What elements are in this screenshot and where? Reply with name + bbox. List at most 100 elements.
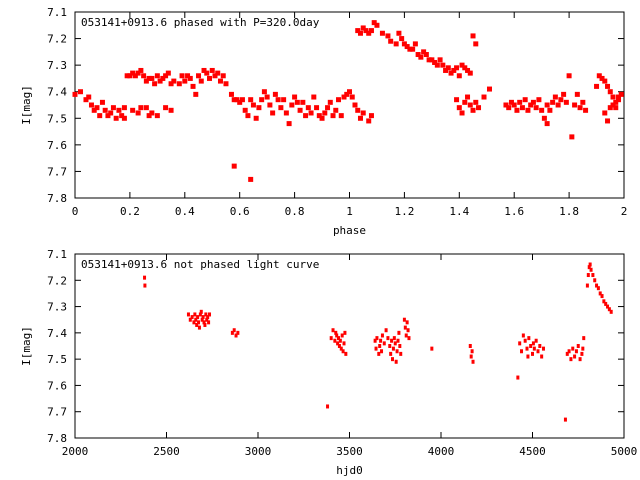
data-point (259, 97, 265, 103)
data-point (566, 73, 572, 79)
data-point (316, 113, 322, 119)
data-point (283, 110, 289, 116)
data-point (531, 351, 534, 356)
data-point (204, 70, 210, 76)
data-point (231, 163, 237, 169)
data-point (234, 97, 240, 103)
data-point (340, 333, 344, 338)
data-point (132, 73, 138, 79)
x-tick-label: 3000 (245, 445, 272, 458)
data-point (163, 73, 169, 79)
data-point (610, 102, 616, 108)
data-point (593, 278, 597, 283)
data-point (99, 99, 105, 105)
data-point (337, 344, 341, 348)
x-axis-label: phase (333, 224, 366, 237)
data-point (600, 294, 604, 299)
data-point (572, 102, 578, 108)
data-point (380, 333, 384, 338)
data-point (286, 121, 292, 127)
data-point (591, 273, 595, 278)
data-point (197, 320, 201, 325)
data-point (83, 97, 89, 103)
data-point (514, 107, 520, 113)
data-point (138, 67, 144, 73)
axis-ticks: 0 0.2 0.4 0.6 0.8 1 1.2 1.4 1.6 1.8 2 7.1 7.2 7.3 7.4 7… (47, 6, 627, 218)
data-point (176, 81, 182, 87)
data-point (526, 354, 530, 359)
data-point (440, 62, 446, 68)
data-point (234, 333, 238, 338)
data-point (190, 83, 196, 89)
data-point (567, 349, 571, 354)
data-point (223, 81, 229, 87)
data-point (333, 338, 337, 343)
y-tick-label: 7.5 (47, 353, 67, 366)
y-tick-label: 7.1 (47, 248, 67, 261)
data-point (267, 102, 273, 108)
data-point (525, 346, 529, 351)
data-point (529, 344, 533, 348)
data-point (341, 349, 345, 354)
phased-light-curve-panel: 0 0.2 0.4 0.6 0.8 1 1.2 1.4 1.6 1.8 2 7.1 7.2 7.3 7.4 7… (20, 6, 627, 237)
x-tick-label: 0.8 (285, 205, 305, 218)
data-point (454, 65, 460, 71)
data-point (319, 115, 325, 121)
data-point (585, 283, 589, 288)
data-point (349, 94, 355, 100)
data-point (396, 338, 400, 343)
data-point (385, 33, 391, 39)
data-point (360, 110, 366, 116)
data-point (476, 105, 482, 111)
data-point (270, 110, 276, 116)
data-point (330, 113, 336, 119)
axis-ticks: 2000 2500 3000 3500 4000 4500 5000 7.1 7.2 7.3 7.4… (47, 248, 637, 458)
y-tick-label: 7.8 (47, 432, 67, 445)
data-point (108, 110, 114, 116)
data-point (388, 38, 394, 44)
data-point (168, 107, 174, 113)
x-tick-label: 3500 (336, 445, 363, 458)
data-point (86, 94, 92, 100)
data-point (443, 67, 449, 73)
data-point (561, 91, 567, 97)
data-point (587, 265, 591, 270)
data-point (135, 110, 141, 116)
data-point (366, 30, 372, 36)
x-tick-label: 4500 (519, 445, 546, 458)
data-point (469, 354, 473, 359)
data-point (391, 357, 395, 362)
data-point (197, 325, 201, 330)
data-point (344, 91, 350, 97)
data-point (334, 330, 338, 335)
data-point (397, 330, 401, 335)
data-point (384, 328, 388, 333)
x-tick-label: 0.6 (230, 205, 250, 218)
data-point (525, 107, 531, 113)
data-point (574, 349, 578, 354)
data-point (586, 273, 590, 278)
data-point (196, 73, 202, 79)
data-point (135, 70, 141, 76)
data-point (113, 115, 119, 121)
data-point (154, 113, 160, 119)
data-point (188, 317, 192, 322)
data-point (186, 312, 190, 317)
data-point (198, 78, 204, 84)
data-point (467, 70, 473, 76)
y-tick-label: 7.3 (47, 301, 67, 314)
data-point (378, 344, 382, 348)
data-point (154, 73, 160, 79)
data-point (618, 91, 624, 97)
data-point (412, 41, 418, 47)
data-point (146, 75, 152, 81)
data-point (338, 338, 342, 343)
data-point (275, 97, 281, 103)
data-point (344, 351, 348, 356)
data-point (253, 115, 259, 121)
x-tick-label: 5000 (611, 445, 638, 458)
data-point (582, 336, 586, 341)
data-point (605, 118, 611, 124)
data-point (394, 359, 398, 364)
data-point (297, 107, 303, 113)
